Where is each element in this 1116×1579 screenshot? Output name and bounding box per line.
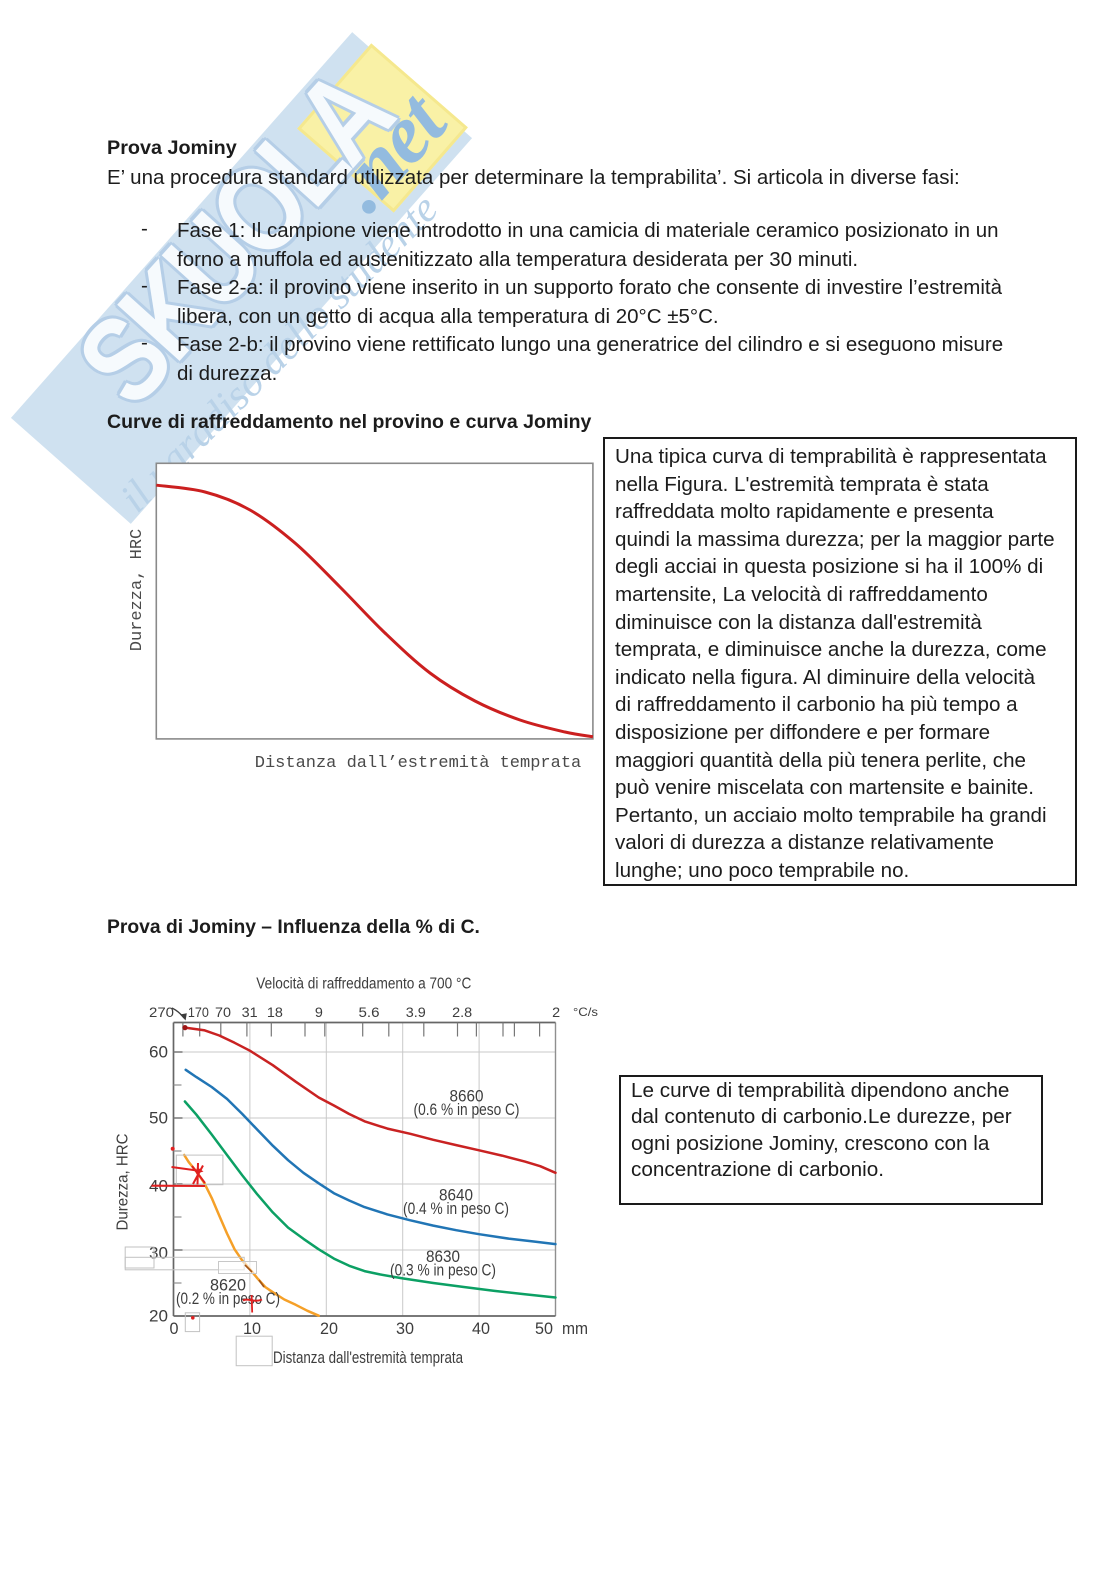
svg-text:Distanza dall'estremità tempra: Distanza dall'estremità temprata	[273, 1348, 463, 1367]
svg-text:20: 20	[320, 1319, 338, 1338]
svg-text:Durezza, HRC: Durezza, HRC	[115, 1134, 132, 1231]
svg-text:Velocità di raffreddamento a 7: Velocità di raffreddamento a 700 °C	[256, 976, 471, 993]
svg-text:5.6: 5.6	[359, 1005, 380, 1020]
svg-text:2.8: 2.8	[452, 1005, 472, 1020]
svg-text:3.9: 3.9	[406, 1005, 426, 1020]
svg-text:170: 170	[188, 1005, 209, 1020]
svg-text:Distanza dall’estremità tempra: Distanza dall’estremità temprata	[255, 754, 581, 773]
svg-text:270: 270	[149, 1005, 174, 1020]
svg-text:50: 50	[535, 1319, 553, 1338]
svg-text:2: 2	[552, 1005, 560, 1020]
svg-text:20: 20	[149, 1307, 168, 1326]
svg-text:31: 31	[242, 1005, 258, 1020]
svg-text:60: 60	[149, 1043, 168, 1062]
svg-text:40: 40	[472, 1319, 490, 1338]
svg-text:(0.6 % in peso C): (0.6 % in peso C)	[414, 1100, 520, 1119]
svg-text:(0.3 % in peso C): (0.3 % in peso C)	[390, 1261, 496, 1280]
svg-text:mm: mm	[562, 1319, 588, 1338]
svg-text:(0.4 % in peso C): (0.4 % in peso C)	[403, 1199, 509, 1218]
svg-text:30: 30	[396, 1319, 414, 1338]
svg-text:8660: 8660	[450, 1087, 484, 1106]
svg-text:°C/s: °C/s	[573, 1005, 598, 1019]
svg-text:30: 30	[149, 1244, 168, 1263]
svg-text:70: 70	[215, 1005, 231, 1020]
svg-text:0: 0	[170, 1319, 179, 1338]
svg-text:8630: 8630	[426, 1247, 460, 1266]
svg-text:9: 9	[315, 1005, 323, 1020]
svg-text:50: 50	[149, 1109, 168, 1128]
svg-text:8620: 8620	[210, 1276, 246, 1295]
svg-text:Durezza, HRC: Durezza, HRC	[128, 529, 147, 651]
svg-text:18: 18	[267, 1005, 283, 1020]
svg-text:(0.2 % in peso C): (0.2 % in peso C)	[176, 1289, 280, 1308]
svg-text:8640: 8640	[439, 1186, 473, 1205]
svg-text:10: 10	[243, 1319, 261, 1338]
